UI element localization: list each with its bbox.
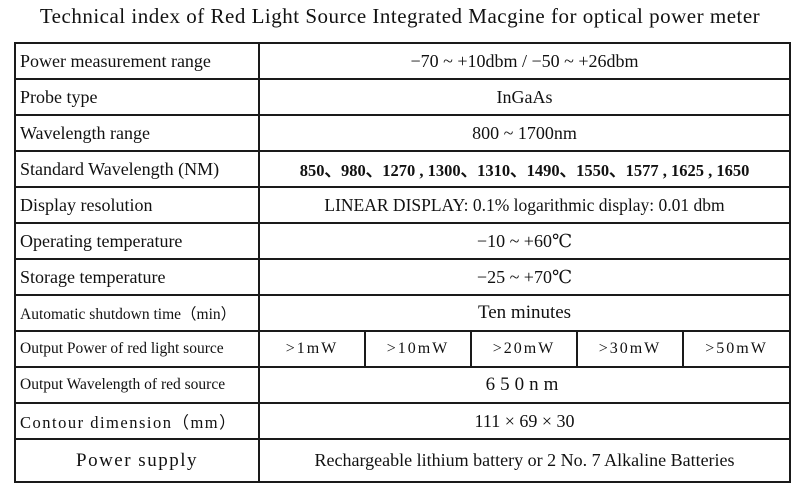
- spec-value-wavelength-range: 800 ~ 1700nm: [257, 114, 792, 152]
- table-row: Output Wavelength of red source 650nm: [14, 366, 792, 404]
- spec-label-output-power: Output Power of red light source: [14, 330, 260, 368]
- spec-value-auto-shutdown-time: Ten minutes: [257, 294, 792, 332]
- table-row: Power supply Rechargeable lithium batter…: [14, 438, 792, 483]
- spec-value-output-power-20mw: >20mW: [470, 330, 578, 368]
- spec-value-output-power-30mw: >30mW: [576, 330, 684, 368]
- spec-label-contour-dimension: Contour dimension（mm）: [14, 402, 260, 440]
- page-title: Technical index of Red Light Source Inte…: [39, 4, 761, 28]
- spec-table: Power measurement range −70 ~ +10dbm / −…: [14, 42, 792, 483]
- table-row: Probe type InGaAs: [14, 78, 792, 116]
- spec-label-power-measurement-range: Power measurement range: [14, 42, 260, 80]
- spec-value-output-wavelength: 650nm: [257, 366, 792, 404]
- table-row: Automatic shutdown time（min） Ten minutes: [14, 294, 792, 332]
- spec-value-output-power-1mw: >1mW: [258, 330, 366, 368]
- spec-label-power-supply: Power supply: [14, 438, 260, 483]
- spec-value-probe-type: InGaAs: [257, 78, 792, 116]
- spec-value-output-power-10mw: >10mW: [364, 330, 472, 368]
- spec-label-probe-type: Probe type: [14, 78, 260, 116]
- spec-value-operating-temperature: −10 ~ +60℃: [257, 222, 792, 260]
- spec-label-operating-temperature: Operating temperature: [14, 222, 260, 260]
- spec-label-storage-temperature: Storage temperature: [14, 258, 260, 296]
- spec-value-display-resolution: LINEAR DISPLAY: 0.1% logarithmic display…: [257, 186, 792, 224]
- table-row: Wavelength range 800 ~ 1700nm: [14, 114, 792, 152]
- spec-value-storage-temperature: −25 ~ +70℃: [257, 258, 792, 296]
- spec-value-output-power-50mw: >50mW: [681, 330, 792, 368]
- table-row: Display resolution LINEAR DISPLAY: 0.1% …: [14, 186, 792, 224]
- spec-value-standard-wavelength: 850、980、1270 , 1300、1310、1490、1550、1577 …: [257, 150, 792, 188]
- spec-value-contour-dimension: 111 × 69 × 30: [257, 402, 792, 440]
- spec-value-power-supply: Rechargeable lithium battery or 2 No. 7 …: [257, 438, 792, 483]
- spec-label-standard-wavelength: Standard Wavelength (NM): [14, 150, 260, 188]
- table-row: Contour dimension（mm） 111 × 69 × 30: [14, 402, 792, 440]
- spec-label-output-wavelength: Output Wavelength of red source: [14, 366, 260, 404]
- table-row: Output Power of red light source >1mW >1…: [14, 330, 792, 368]
- spec-value-power-measurement-range: −70 ~ +10dbm / −50 ~ +26dbm: [257, 42, 792, 80]
- spec-label-auto-shutdown-time: Automatic shutdown time（min）: [14, 294, 260, 332]
- spec-label-display-resolution: Display resolution: [14, 186, 260, 224]
- table-row: Operating temperature −10 ~ +60℃: [14, 222, 792, 260]
- table-row: Standard Wavelength (NM) 850、980、1270 , …: [14, 150, 792, 188]
- table-row: Power measurement range −70 ~ +10dbm / −…: [14, 42, 792, 80]
- spec-label-wavelength-range: Wavelength range: [14, 114, 260, 152]
- table-row: Storage temperature −25 ~ +70℃: [14, 258, 792, 296]
